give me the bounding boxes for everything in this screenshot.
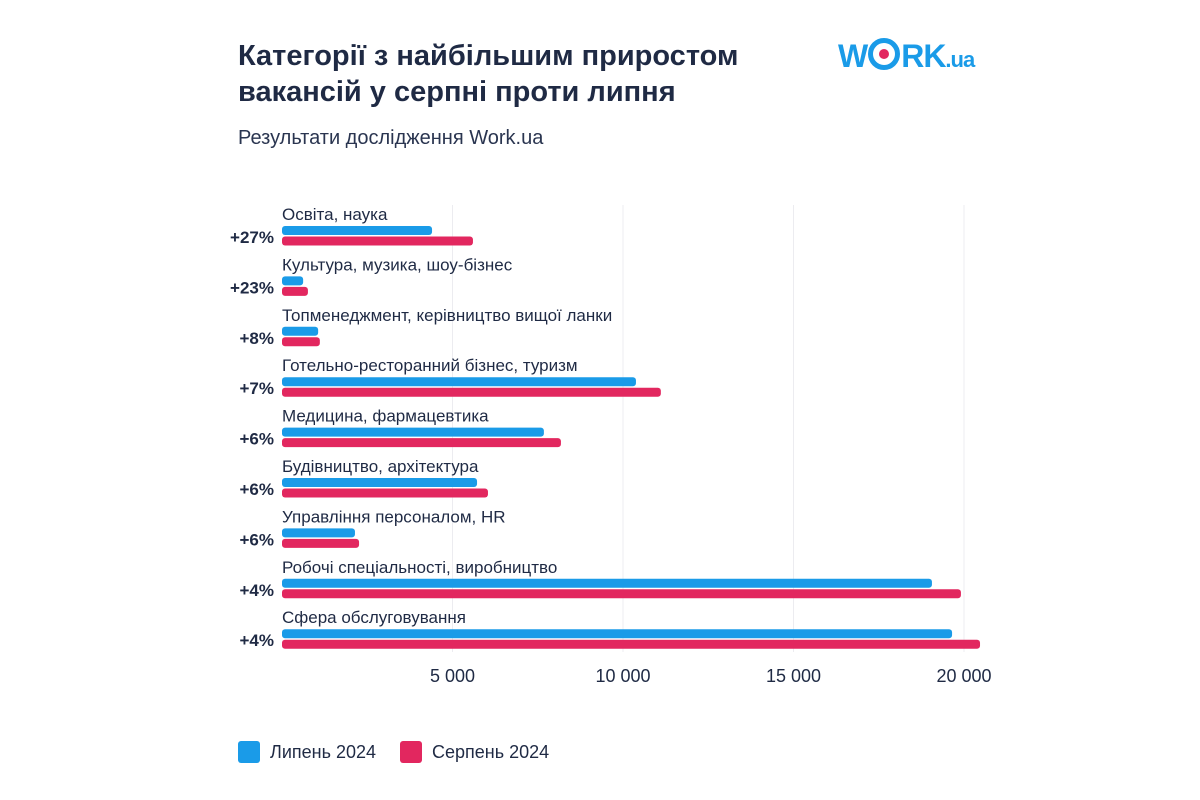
x-tick-label: 10 000 bbox=[595, 666, 650, 686]
bar-july bbox=[282, 528, 355, 538]
bar-july bbox=[282, 377, 636, 387]
bar-july bbox=[282, 478, 478, 487]
growth-label: +23% bbox=[230, 278, 274, 297]
legend-item-august: Серпень 2024 bbox=[400, 741, 549, 763]
bar-august bbox=[282, 538, 360, 548]
x-tick-label: 20 000 bbox=[936, 666, 991, 686]
legend-swatch bbox=[238, 741, 260, 763]
growth-label: +27% bbox=[230, 228, 274, 247]
growth-label: +6% bbox=[240, 480, 275, 499]
legend: Липень 2024 Серпень 2024 bbox=[238, 741, 549, 763]
chart-title: Категорії з найбільшим приростом вакансі… bbox=[238, 40, 739, 108]
growth-label: +6% bbox=[240, 430, 275, 449]
category-label: Готельно-ресторанний бізнес, туризм bbox=[282, 356, 578, 375]
bar-august bbox=[282, 589, 961, 599]
x-tick-label: 15 000 bbox=[766, 666, 821, 686]
legend-item-july: Липень 2024 bbox=[238, 741, 376, 763]
bar-august bbox=[282, 639, 981, 649]
bar-august bbox=[282, 286, 308, 296]
bar-july bbox=[282, 629, 953, 639]
growth-label: +4% bbox=[240, 581, 275, 600]
bar-july bbox=[282, 326, 319, 336]
bar-august bbox=[282, 236, 473, 246]
bar-july bbox=[282, 578, 932, 588]
bar-august bbox=[282, 488, 488, 498]
legend-label: Липень 2024 bbox=[270, 741, 376, 762]
growth-label: +8% bbox=[240, 329, 275, 348]
category-label: Управління персоналом, HR bbox=[282, 507, 506, 526]
category-label: Медицина, фармацевтика bbox=[282, 407, 489, 426]
category-label: Сфера обслуговування bbox=[282, 608, 466, 627]
growth-label: +6% bbox=[240, 530, 275, 549]
category-label: Освіта, наука bbox=[282, 205, 388, 224]
growth-label: +4% bbox=[240, 631, 275, 650]
work-ua-logo: W RK.ua bbox=[838, 38, 975, 74]
category-label: Культура, музика, шоу-бізнес bbox=[282, 255, 513, 274]
bar-august bbox=[282, 438, 561, 448]
x-tick-label: 5 000 bbox=[430, 666, 475, 686]
category-label: Топменеджмент, керівництво вищої ланки bbox=[282, 306, 612, 325]
category-label: Будівництво, архітектура bbox=[282, 457, 479, 476]
category-label: Робочі спеціальності, виробництво bbox=[282, 558, 557, 577]
growth-label: +7% bbox=[240, 379, 275, 398]
bar-july bbox=[282, 276, 304, 286]
legend-swatch bbox=[400, 741, 422, 763]
bar-august bbox=[282, 337, 320, 347]
bar-july bbox=[282, 226, 433, 235]
bar-august bbox=[282, 387, 661, 397]
bar-july bbox=[282, 427, 544, 437]
chart-subtitle: Результати дослідження Work.ua bbox=[238, 127, 544, 149]
legend-label: Серпень 2024 bbox=[432, 741, 550, 762]
